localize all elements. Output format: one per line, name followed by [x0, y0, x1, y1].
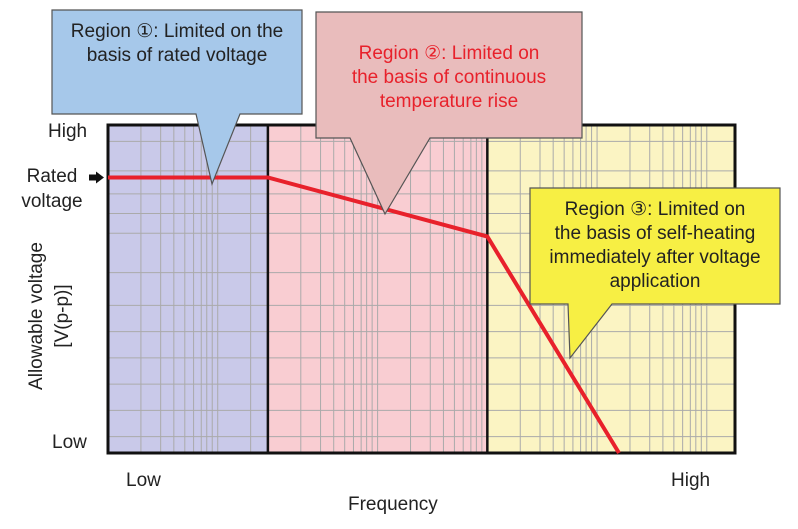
grid-lines: [108, 125, 735, 453]
callout-region-1-text: Region ①: Limited on the basis of rated …: [70, 21, 284, 66]
region-1-background: [108, 125, 268, 453]
y-axis-label: Allowable voltage [V(p-p)]: [26, 242, 73, 390]
rated-voltage-arrow: [89, 171, 104, 184]
x-axis-label: Frequency: [348, 494, 438, 515]
callout-region-3-text: Region ③: Limited on the basis of self-h…: [549, 199, 761, 292]
voltage-limit-line: [108, 175, 621, 455]
x-tick-low: Low: [126, 470, 161, 491]
rated-voltage-label: Rated voltage: [21, 166, 83, 212]
callout-region-2-text: Region ②: Limited on the basis of contin…: [351, 43, 547, 112]
y-tick-low: Low: [52, 432, 87, 453]
x-tick-high: High: [671, 470, 711, 491]
callout-region-2: [315, 11, 583, 216]
callout-region-3: [529, 187, 781, 360]
callout-region-1: [51, 9, 303, 187]
y-tick-high: High: [48, 121, 88, 142]
